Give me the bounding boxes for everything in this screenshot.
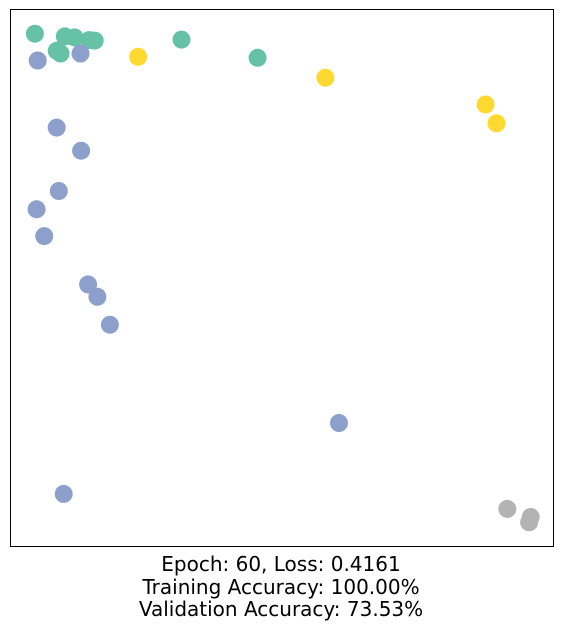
scatter-point bbox=[49, 182, 68, 200]
scatter-point bbox=[65, 28, 84, 47]
scatter-point bbox=[248, 48, 267, 67]
scatter-point bbox=[172, 30, 191, 49]
scatter-plot bbox=[10, 9, 554, 547]
validation-accuracy-label: Validation Accuracy: 73.53% bbox=[138, 597, 424, 621]
epoch-loss-label: Epoch: 60, Loss: 0.4161 bbox=[161, 552, 401, 576]
scatter-point bbox=[487, 114, 506, 133]
scatter-point bbox=[88, 287, 107, 306]
scatter-point bbox=[520, 513, 539, 532]
scatter-point bbox=[476, 95, 495, 114]
training-accuracy-label: Training Accuracy: 100.00% bbox=[142, 575, 420, 599]
scatter-point bbox=[330, 414, 348, 432]
scatter-point bbox=[28, 51, 47, 70]
scatter-point bbox=[85, 31, 104, 50]
scatter-point bbox=[498, 499, 517, 518]
scatter-point bbox=[79, 275, 98, 294]
scatter-point bbox=[27, 200, 46, 219]
scatter-point bbox=[100, 315, 119, 334]
scatter-point bbox=[25, 24, 44, 43]
scatter-point bbox=[129, 47, 148, 66]
scatter-point bbox=[35, 227, 54, 246]
scatter-point bbox=[72, 141, 91, 160]
scatter-point bbox=[54, 484, 73, 503]
data-points bbox=[25, 24, 540, 532]
plot-frame bbox=[10, 9, 554, 547]
scatter-point bbox=[51, 44, 70, 63]
scatter-point bbox=[71, 44, 90, 63]
scatter-point bbox=[316, 68, 335, 87]
scatter-point bbox=[47, 118, 66, 137]
